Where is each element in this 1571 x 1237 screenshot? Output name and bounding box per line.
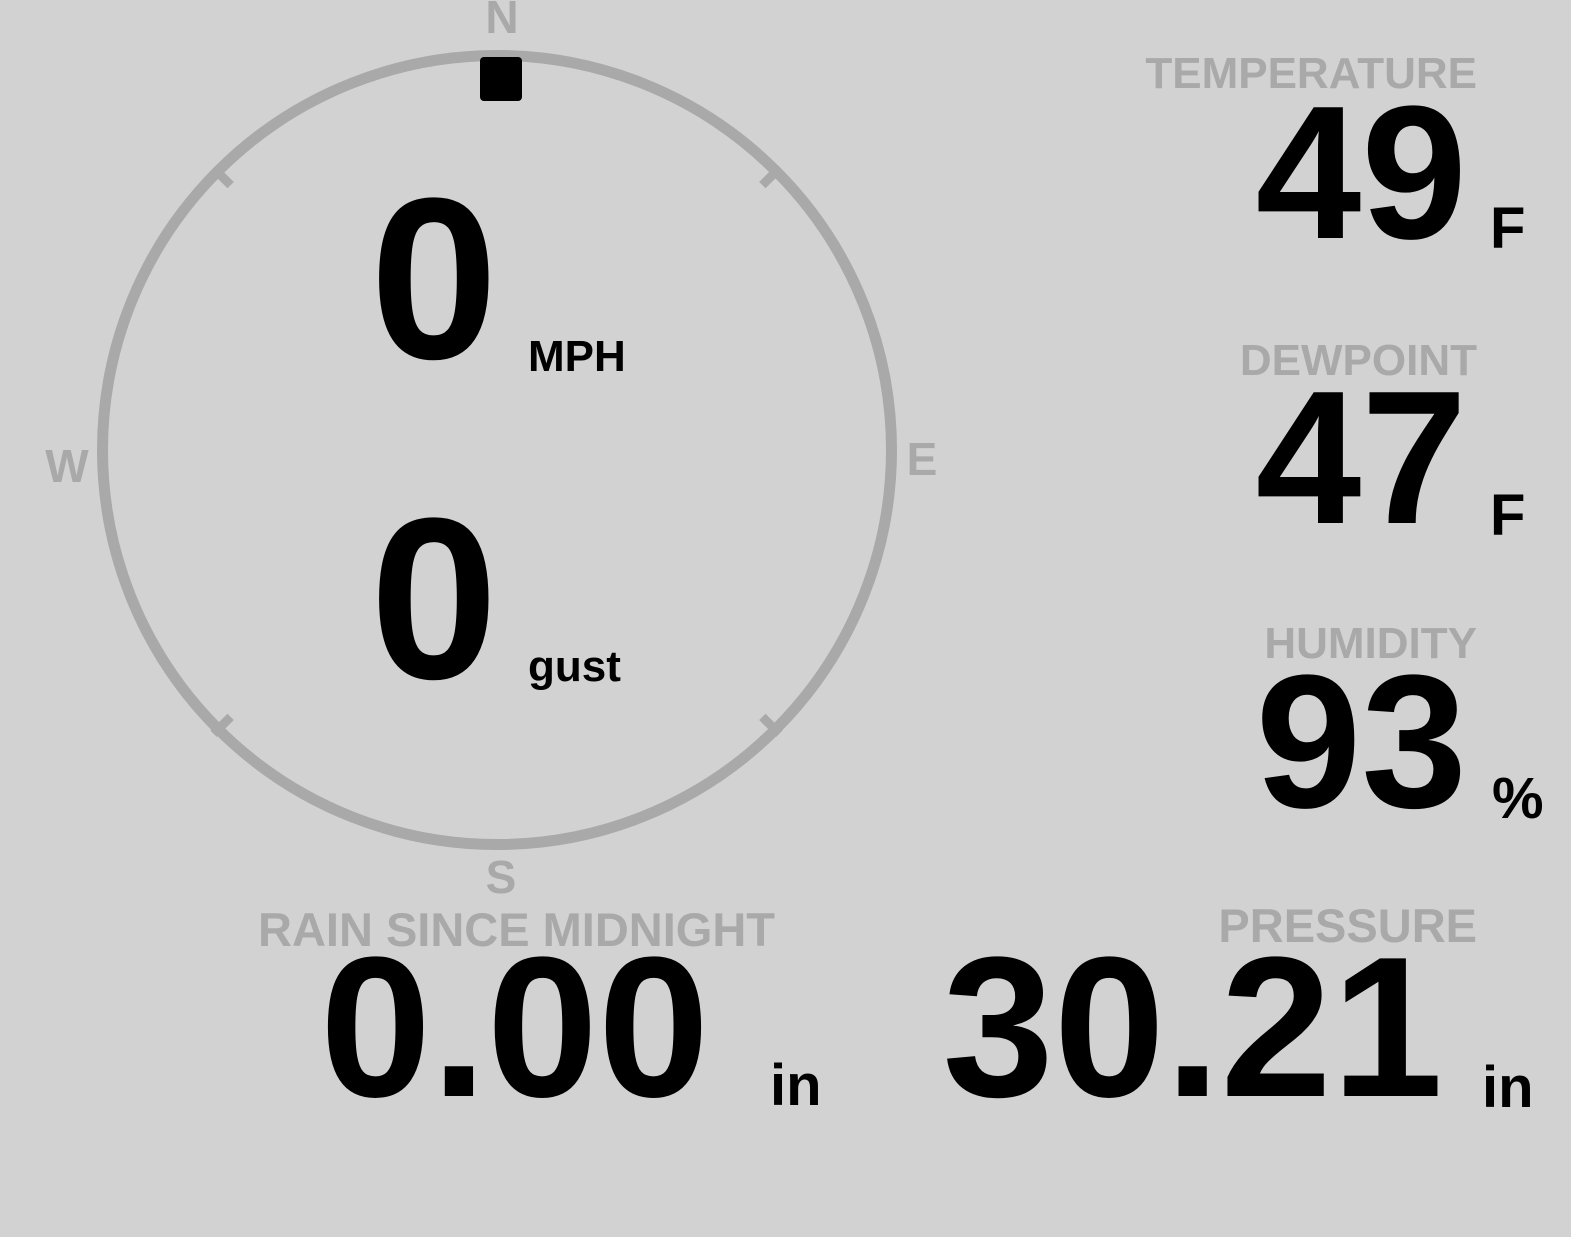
compass-label-east: E: [906, 433, 938, 485]
pressure-label: PRESSURE: [1218, 899, 1477, 952]
dewpoint-value: 47: [1255, 352, 1467, 564]
wind-gust-unit: gust: [528, 642, 621, 691]
rain-label: RAIN SINCE MIDNIGHT: [258, 903, 775, 956]
temperature-label: TEMPERATURE: [1145, 49, 1477, 98]
wind-direction-marker: [480, 57, 522, 101]
temperature-value: 49: [1255, 67, 1467, 279]
pressure-unit: in: [1482, 1055, 1534, 1120]
wind-speed-value: 0: [370, 150, 498, 407]
humidity-unit: %: [1492, 766, 1544, 831]
rain-value: 0.00: [320, 916, 710, 1139]
humidity-label: HUMIDITY: [1264, 619, 1477, 668]
pressure-value: 30.21: [942, 916, 1444, 1139]
temperature-unit: F: [1490, 196, 1526, 261]
dewpoint-label: DEWPOINT: [1239, 336, 1477, 385]
humidity-value: 93: [1255, 636, 1467, 848]
compass-label-north: N: [485, 0, 519, 43]
dewpoint-unit: F: [1490, 483, 1526, 548]
compass-ring: [97, 50, 897, 850]
rain-unit: in: [770, 1053, 822, 1118]
compass-label-west: W: [45, 440, 89, 492]
wind-speed-unit: MPH: [528, 332, 626, 381]
compass-label-south: S: [485, 851, 517, 903]
wind-gust-value: 0: [370, 470, 498, 727]
